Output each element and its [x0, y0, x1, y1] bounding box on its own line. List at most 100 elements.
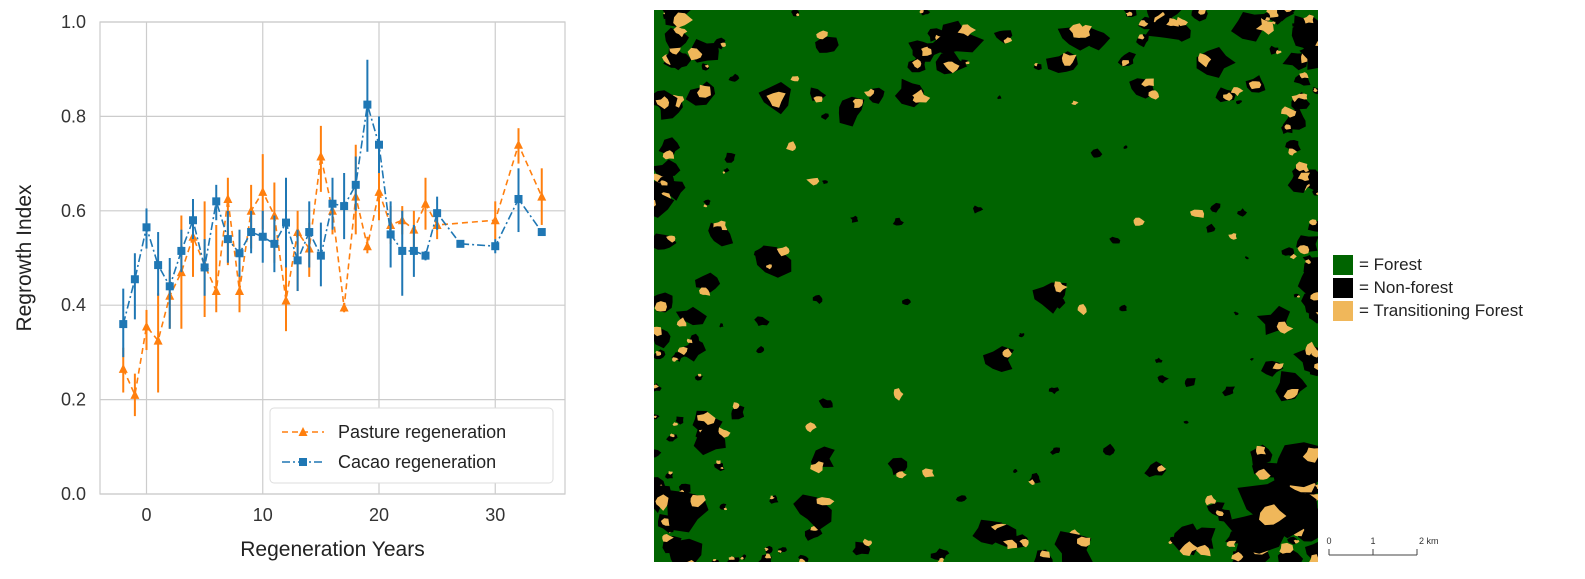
non-forest-patch — [1287, 536, 1298, 545]
transition-patch — [1125, 11, 1133, 17]
non-forest-patch — [753, 247, 768, 257]
data-point — [258, 186, 268, 196]
transition-patch — [769, 495, 775, 500]
transition-patch — [720, 466, 724, 469]
y-tick-label: 0.6 — [61, 201, 86, 221]
transition-patch — [703, 204, 708, 208]
data-point — [490, 215, 500, 225]
non-forest-patch — [1172, 523, 1210, 556]
transition-patch — [690, 494, 706, 508]
legend-label-transitioning: = Transitioning Forest — [1359, 300, 1523, 320]
transition-patch — [686, 338, 693, 344]
y-tick-label: 0.2 — [61, 390, 86, 410]
transition-patch — [805, 422, 817, 433]
transition-patch — [1230, 87, 1244, 97]
transition-patch — [1231, 551, 1244, 562]
map-legend: = Forest = Non-forest = Transitioning Fo… — [1333, 253, 1523, 322]
data-point — [119, 320, 128, 329]
transition-patch — [1198, 53, 1212, 68]
data-point — [282, 218, 290, 227]
transition-patch — [1179, 541, 1199, 556]
data-point — [154, 261, 163, 270]
transition-patch — [732, 402, 740, 410]
land-cover-map — [654, 10, 1318, 562]
transition-patch — [1288, 148, 1298, 156]
data-point — [537, 191, 547, 201]
transition-patch — [697, 373, 702, 377]
non-forest-patch — [1299, 46, 1318, 70]
data-point — [142, 223, 151, 232]
non-forest-patch — [719, 323, 724, 328]
non-forest-patch — [675, 306, 707, 326]
data-point — [258, 232, 267, 241]
data-point — [177, 246, 186, 255]
data-point — [409, 246, 418, 255]
transition-patch — [1198, 10, 1206, 15]
non-forest-patch — [1196, 47, 1236, 78]
non-forest-patch — [1237, 208, 1247, 217]
data-point — [316, 251, 325, 260]
non-forest-patch — [1244, 256, 1249, 260]
non-forest-patch — [1285, 140, 1301, 153]
non-forest-patch — [1183, 420, 1189, 424]
transition-patch — [1075, 24, 1092, 38]
data-point — [142, 321, 151, 331]
data-point — [293, 256, 302, 265]
non-forest-patch — [818, 398, 833, 408]
transition-patch — [654, 199, 656, 207]
transition-patch — [723, 507, 728, 511]
regrowth-chart: 0 10 20 30 0.0 0.2 0.4 0.6 0.8 1.0 Regeneration Y… — [13, 12, 566, 561]
transition-patch — [1034, 63, 1038, 67]
transition-patch — [1205, 495, 1217, 506]
non-forest-patch — [764, 545, 773, 554]
data-point — [340, 202, 349, 211]
transition-patch — [697, 84, 711, 98]
legend-item-transitioning: = Transitioning Forest — [1333, 299, 1523, 322]
legend-label: Cacao regeneration — [338, 452, 496, 472]
transition-patch — [1311, 349, 1318, 358]
transition-patch — [893, 388, 904, 401]
data-point — [281, 295, 291, 305]
transition-patch — [673, 26, 688, 38]
transition-patch — [1315, 41, 1318, 46]
data-point — [118, 363, 128, 373]
transition-patch — [777, 550, 782, 553]
non-forest-patch — [666, 49, 691, 71]
transition-patch — [654, 384, 659, 389]
transition-patch — [1190, 209, 1205, 218]
transition-patch — [716, 460, 721, 465]
non-forest-patch — [815, 36, 839, 53]
y-axis-label: Regrowth Index — [13, 184, 36, 332]
transition-patch — [1228, 233, 1237, 240]
transition-patch — [699, 287, 711, 296]
non-forest-patch — [1136, 33, 1149, 48]
data-point — [189, 216, 197, 225]
non-forest-patch — [724, 152, 736, 163]
non-forest-patch — [1281, 247, 1295, 257]
transition-patch — [1297, 245, 1310, 255]
transition-patch — [816, 30, 828, 40]
non-forest-patch — [821, 113, 829, 120]
transition-patch — [864, 88, 875, 97]
non-forest-patch — [1250, 444, 1273, 466]
non-forest-patch — [1018, 332, 1025, 338]
transition-patch — [670, 433, 675, 438]
transition-patch — [1314, 363, 1318, 370]
transition-patch — [654, 326, 662, 337]
transition-patch — [810, 461, 824, 474]
y-tick-label: 0.8 — [61, 106, 86, 126]
non-forest-patch — [1155, 357, 1163, 363]
transition-patch — [718, 427, 731, 438]
transition-patch — [655, 494, 669, 511]
non-forest-patch — [675, 416, 684, 425]
transition-patch — [1284, 10, 1293, 13]
data-point — [247, 228, 256, 237]
transition-patch — [1166, 18, 1179, 27]
non-forest-patch — [1222, 386, 1235, 397]
data-point — [165, 282, 174, 291]
transition-patch — [919, 10, 924, 14]
data-point — [514, 139, 523, 149]
transition-patch — [720, 42, 726, 47]
non-forest-patch — [1082, 26, 1111, 51]
transition-patch — [666, 235, 676, 243]
